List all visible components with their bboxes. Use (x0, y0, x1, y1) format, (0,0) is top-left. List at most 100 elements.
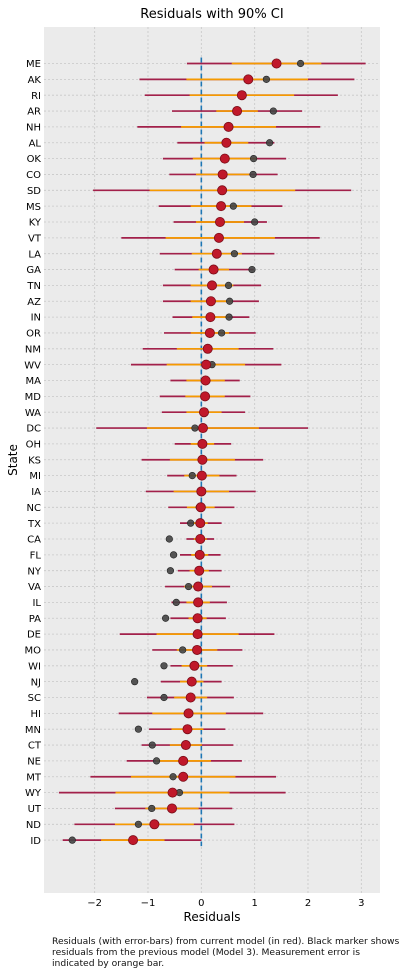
state-label: NY (27, 566, 41, 577)
previous-model-marker (248, 265, 256, 274)
current-model-marker (217, 185, 228, 196)
current-model-marker (195, 518, 206, 529)
previous-model-marker (68, 836, 76, 844)
state-label: AR (27, 107, 41, 118)
current-model-marker (195, 502, 206, 513)
previous-model-marker (262, 75, 271, 83)
state-label: VA (28, 582, 41, 593)
previous-model-marker (218, 329, 226, 337)
state-label: ND (26, 820, 41, 831)
current-model-marker (213, 232, 224, 243)
x-tick-labels: −2 −1 0 1 2 3 (87, 898, 364, 909)
previous-model-marker (166, 567, 174, 575)
state-label: NH (26, 123, 41, 134)
current-model-marker (193, 581, 204, 592)
current-model-marker (208, 264, 219, 275)
state-label: WV (24, 360, 41, 371)
state-label: WA (25, 408, 41, 419)
state-label: DC (26, 424, 41, 435)
previous-model-marker (169, 773, 177, 781)
current-model-marker (192, 629, 203, 640)
current-model-marker (243, 74, 254, 85)
x-tick-label: −2 (87, 898, 102, 909)
current-model-marker (195, 534, 206, 545)
state-label: UT (28, 804, 42, 815)
current-model-marker (194, 549, 205, 560)
previous-model-marker (296, 59, 305, 68)
state-label: HI (31, 709, 41, 720)
state-label: WI (28, 661, 41, 672)
state-label: FL (30, 550, 42, 561)
state-label: IA (31, 487, 41, 498)
state-label: NC (27, 503, 41, 514)
current-model-marker (200, 391, 211, 402)
current-model-marker (206, 280, 217, 291)
state-label: MI (29, 471, 41, 482)
current-model-marker (271, 58, 282, 69)
previous-model-marker (250, 155, 258, 163)
current-model-marker (166, 803, 177, 814)
previous-model-marker (266, 139, 274, 147)
state-label: MT (26, 772, 42, 783)
x-axis-label: Residuals (184, 910, 241, 924)
state-label: DE (27, 630, 41, 641)
state-label: OH (26, 440, 41, 451)
current-model-marker (198, 407, 209, 418)
previous-model-marker (172, 598, 180, 607)
current-model-marker (167, 787, 178, 798)
state-label: MO (25, 646, 42, 657)
residuals-chart: Residuals with 90% CI ME AK RI AR NH AL OK CO SD… (6, 7, 380, 924)
state-label: IL (32, 598, 41, 609)
previous-model-marker (230, 250, 238, 258)
current-model-marker (223, 121, 234, 132)
state-label: CO (26, 170, 41, 181)
previous-model-marker (269, 107, 277, 115)
previous-model-marker (249, 170, 257, 179)
state-label: OK (27, 154, 42, 165)
chart-title: Residuals with 90% CI (140, 7, 283, 22)
current-model-marker (186, 676, 197, 687)
y-axis-label: State (6, 444, 20, 476)
state-label: ME (26, 59, 41, 70)
current-model-marker (211, 248, 222, 259)
state-label: WY (25, 788, 42, 799)
previous-model-marker (152, 757, 161, 765)
current-model-marker (197, 438, 208, 449)
state-label: OR (26, 329, 41, 340)
previous-model-marker (225, 313, 233, 321)
x-tick-label: 3 (358, 898, 364, 909)
previous-model-marker (165, 535, 173, 543)
current-model-marker (219, 153, 230, 164)
state-label: LA (28, 249, 41, 260)
state-label: CA (27, 535, 41, 546)
current-model-marker (178, 755, 189, 766)
state-label: NE (27, 757, 41, 768)
previous-model-marker (170, 551, 178, 559)
current-model-marker (205, 312, 216, 323)
state-label: PA (29, 614, 41, 625)
current-model-marker (232, 106, 243, 117)
state-label: KY (29, 218, 42, 229)
previous-model-marker (148, 804, 156, 813)
previous-model-marker (184, 582, 193, 591)
state-label: VT (28, 233, 42, 244)
previous-model-marker (188, 472, 196, 480)
state-label: MD (25, 392, 42, 403)
current-model-marker (182, 724, 193, 735)
previous-model-marker (160, 662, 168, 670)
previous-model-marker (187, 519, 195, 527)
previous-model-marker (251, 218, 259, 226)
current-model-marker (192, 644, 203, 655)
state-label: KS (28, 455, 41, 466)
current-model-marker (214, 216, 225, 227)
previous-model-marker (134, 820, 142, 828)
previous-model-marker (226, 297, 234, 305)
current-model-marker (149, 819, 160, 830)
previous-model-marker (229, 202, 237, 210)
current-model-marker (202, 343, 213, 354)
current-model-marker (221, 137, 232, 148)
previous-model-marker (179, 646, 187, 654)
state-label: MA (26, 376, 42, 387)
current-model-marker (205, 296, 216, 307)
data-marks (58, 58, 366, 846)
